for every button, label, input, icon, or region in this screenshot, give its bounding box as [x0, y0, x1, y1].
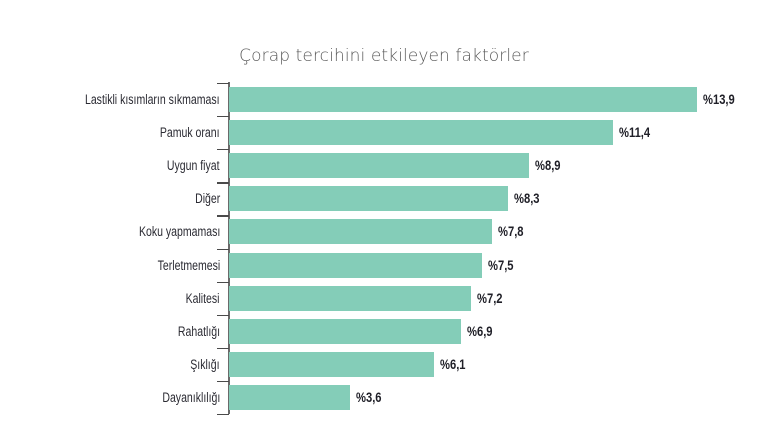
category-label: Uygun fiyat [167, 158, 220, 174]
bar [229, 384, 351, 410]
category-label: Terletmemesi [157, 257, 220, 273]
chart-title: Çorap tercihini etkileyen faktörler [239, 46, 529, 66]
bar-row: Uygun fiyat %8,9 [0, 153, 768, 179]
bar-row: Diğer %8,3 [0, 186, 768, 212]
value-label: %7,2 [477, 289, 503, 306]
bar-row: Terletmemesi %7,5 [0, 252, 768, 278]
bar [229, 186, 509, 212]
category-label: Rahatlığı [177, 323, 220, 339]
value-label: %3,6 [356, 388, 382, 405]
category-label: Lastikli kısımların sıkmaması [85, 92, 220, 107]
y-axis-tick [217, 83, 229, 85]
bar [229, 153, 529, 179]
value-label: %8,3 [514, 190, 540, 207]
bar [229, 351, 435, 377]
category-label: Pamuk oranı [160, 125, 220, 141]
value-label: %7,5 [487, 256, 514, 273]
value-label: %11,4 [618, 124, 650, 141]
category-label: Şıklığı [190, 356, 220, 372]
y-axis-tick [217, 414, 229, 416]
bar [229, 318, 462, 344]
category-label: Kalitesi [186, 290, 220, 306]
y-axis-tick [217, 215, 229, 217]
bar-row: Şıklığı %6,1 [0, 351, 768, 377]
bar-row: Dayanıklılığı %3,6 [0, 384, 768, 410]
bar [229, 87, 697, 112]
value-label: %13,9 [703, 91, 735, 107]
y-axis-tick [217, 182, 229, 184]
bar [229, 219, 492, 245]
bar [229, 285, 472, 311]
bar [229, 120, 613, 146]
bar-row: Pamuk oranı %11,4 [0, 120, 768, 146]
y-axis-tick [217, 380, 229, 383]
value-label: %6,1 [440, 355, 466, 372]
bar-row: Lastikli kısımların sıkmaması %13,9 [0, 87, 768, 112]
y-axis-tick [217, 116, 229, 118]
value-label: %8,9 [534, 157, 561, 174]
bar [229, 252, 482, 278]
bar-row: Koku yapmaması %7,8 [0, 219, 768, 245]
y-axis-line [228, 82, 230, 414]
category-label: Diğer [194, 191, 220, 207]
value-label: %7,8 [497, 223, 524, 240]
bar-row: Kalitesi %7,2 [0, 285, 768, 311]
y-axis-tick [217, 149, 229, 151]
y-axis-tick [217, 248, 229, 250]
y-axis-tick [217, 281, 229, 283]
category-label: Dayanıklılığı [162, 389, 220, 405]
y-axis-tick [217, 347, 229, 350]
y-axis-tick [217, 314, 229, 316]
bar-row: Rahatlığı %6,9 [0, 318, 768, 344]
value-label: %6,9 [467, 322, 493, 339]
category-label: Koku yapmaması [138, 224, 220, 240]
